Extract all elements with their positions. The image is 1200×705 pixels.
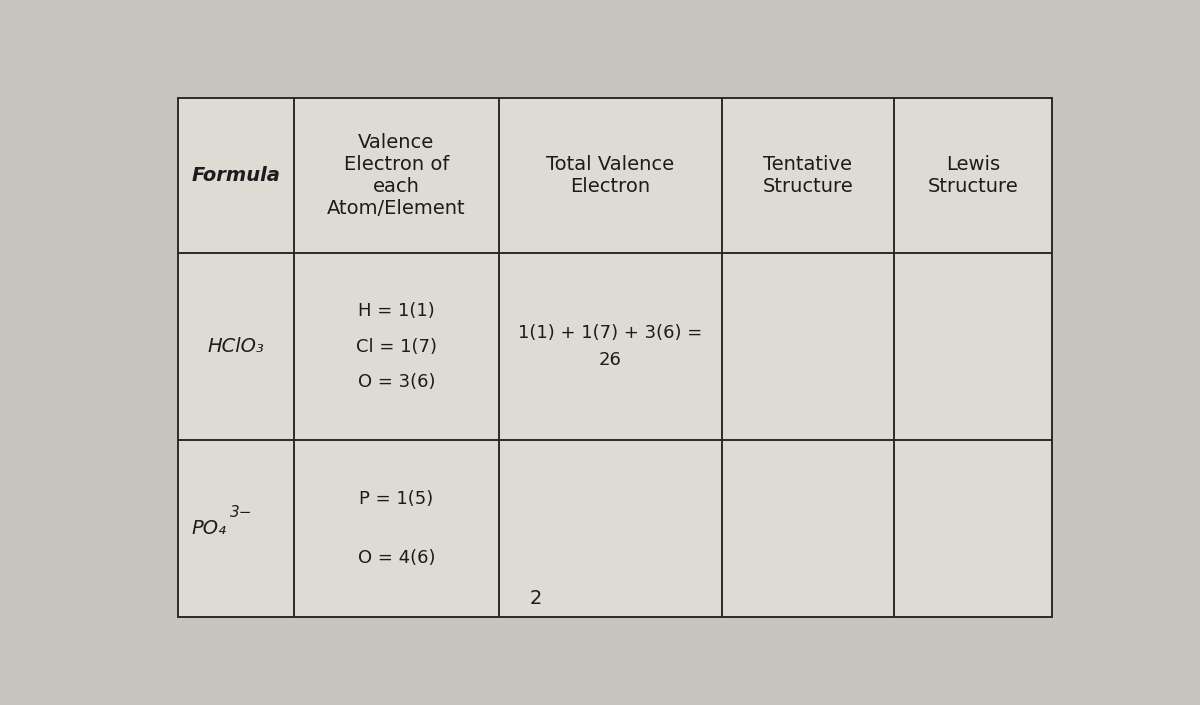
Text: Valence
Electron of
each
Atom/Element: Valence Electron of each Atom/Element (328, 133, 466, 218)
Text: PO₄: PO₄ (192, 519, 227, 538)
Text: 2: 2 (529, 589, 542, 608)
Text: 26: 26 (599, 351, 622, 369)
Text: Tentative
Structure: Tentative Structure (763, 155, 853, 196)
Text: 1(1) + 1(7) + 3(6) =: 1(1) + 1(7) + 3(6) = (518, 324, 702, 342)
Text: Lewis
Structure: Lewis Structure (928, 155, 1019, 196)
Text: O = 4(6): O = 4(6) (358, 549, 436, 568)
Text: O = 3(6): O = 3(6) (358, 373, 436, 391)
Text: HClO₃: HClO₃ (208, 337, 264, 356)
Text: Total Valence
Electron: Total Valence Electron (546, 155, 674, 196)
Text: P = 1(5): P = 1(5) (359, 489, 433, 508)
Text: Formula: Formula (192, 166, 281, 185)
Text: Cl = 1(7): Cl = 1(7) (356, 338, 437, 355)
Text: 3−: 3− (229, 505, 252, 520)
Text: H = 1(1): H = 1(1) (358, 302, 434, 320)
